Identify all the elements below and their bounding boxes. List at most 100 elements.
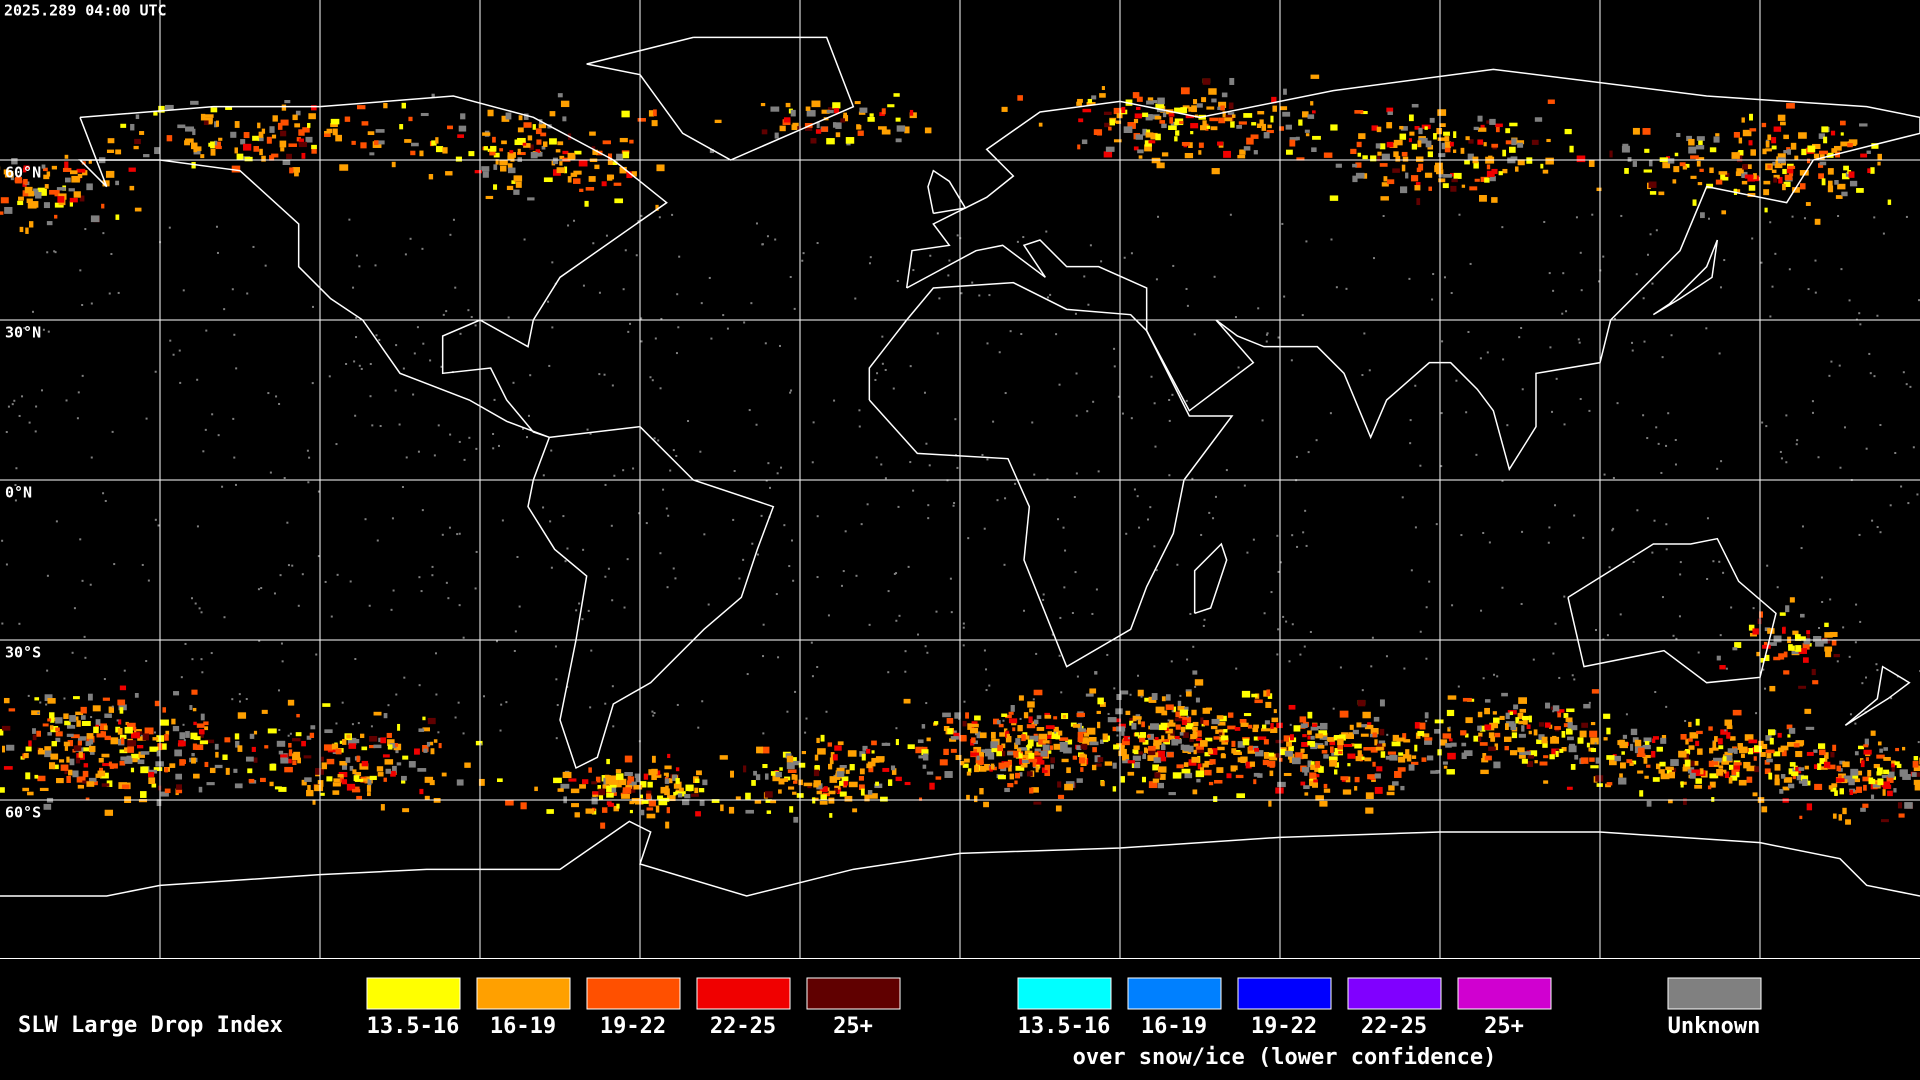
- cloud-pixel: [848, 781, 858, 788]
- cloud-pixel: [1200, 767, 1204, 774]
- cloud-pixel: [1502, 358, 1505, 361]
- cloud-pixel: [1771, 137, 1777, 144]
- cloud-pixel: [1343, 743, 1353, 748]
- cloud-pixel: [54, 190, 60, 197]
- cloud-pixel: [1467, 331, 1470, 334]
- cloud-pixel: [1152, 778, 1160, 783]
- cloud-pixel: [1452, 149, 1457, 153]
- cloud-pixel: [77, 740, 82, 746]
- cloud-pixel: [76, 720, 81, 727]
- cloud-pixel: [253, 757, 258, 763]
- cloud-pixel: [1719, 634, 1722, 637]
- cloud-pixel: [475, 740, 483, 746]
- cloud-pixel: [185, 126, 195, 132]
- cloud-pixel: [18, 414, 21, 417]
- cloud-pixel: [1378, 740, 1386, 744]
- cloud-pixel: [793, 307, 796, 310]
- cloud-pixel: [1380, 196, 1389, 201]
- cloud-pixel: [1715, 133, 1720, 137]
- cloud-pixel: [1501, 226, 1504, 229]
- cloud-pixel: [1087, 98, 1093, 103]
- cloud-pixel: [1614, 755, 1621, 762]
- cloud-pixel: [708, 276, 711, 279]
- cloud-pixel: [619, 166, 627, 174]
- cloud-pixel: [1461, 184, 1466, 188]
- cloud-pixel: [1418, 163, 1424, 171]
- cloud-pixel: [1723, 259, 1726, 262]
- cloud-pixel: [1774, 252, 1777, 255]
- cloud-pixel: [711, 799, 720, 803]
- cloud-pixel: [22, 167, 27, 173]
- cloud-pixel: [1055, 735, 1061, 740]
- cloud-pixel: [832, 754, 838, 761]
- cloud-pixel: [1843, 165, 1849, 171]
- cloud-pixel: [1291, 757, 1301, 765]
- cloud-pixel: [399, 124, 404, 130]
- cloud-pixel: [732, 518, 735, 521]
- cloud-pixel: [301, 573, 304, 576]
- cloud-pixel: [1161, 696, 1166, 702]
- cloud-pixel: [452, 218, 455, 221]
- cloud-pixel: [839, 791, 847, 797]
- cloud-pixel: [1771, 169, 1777, 173]
- cloud-pixel: [1642, 297, 1645, 300]
- cloud-pixel: [424, 795, 430, 801]
- cloud-pixel: [339, 760, 348, 766]
- cloud-pixel: [1189, 737, 1194, 742]
- cloud-pixel: [1891, 760, 1896, 765]
- cloud-pixel: [1773, 751, 1781, 757]
- cloud-pixel: [1360, 756, 1365, 760]
- cloud-pixel: [1678, 615, 1681, 618]
- cloud-pixel: [973, 740, 978, 745]
- cloud-pixel: [1318, 730, 1328, 736]
- cloud-pixel: [926, 737, 931, 742]
- cloud-pixel: [1115, 120, 1122, 124]
- cloud-pixel: [789, 391, 792, 394]
- cloud-pixel: [1798, 780, 1804, 784]
- cloud-pixel: [134, 207, 142, 212]
- cloud-pixel: [898, 614, 901, 617]
- cloud-pixel: [967, 723, 972, 730]
- cloud-pixel: [1408, 114, 1414, 122]
- cloud-pixel: [1398, 756, 1406, 763]
- cloud-pixel: [346, 734, 351, 739]
- cloud-pixel: [317, 490, 320, 493]
- cloud-pixel: [551, 326, 554, 329]
- cloud-pixel: [1169, 117, 1174, 124]
- cloud-pixel: [1453, 131, 1457, 139]
- cloud-pixel: [1635, 273, 1638, 276]
- cloud-pixel: [1315, 761, 1321, 768]
- cloud-pixel: [1831, 640, 1837, 646]
- cloud-pixel: [1883, 747, 1888, 751]
- cloud-pixel: [926, 771, 934, 775]
- cloud-pixel: [1637, 747, 1645, 755]
- cloud-pixel: [673, 791, 677, 796]
- cloud-pixel: [390, 770, 396, 777]
- cloud-pixel: [1514, 166, 1519, 172]
- cloud-pixel: [1738, 779, 1747, 786]
- cloud-pixel: [153, 731, 156, 734]
- cloud-pixel: [369, 395, 372, 398]
- cloud-pixel: [665, 821, 670, 829]
- cloud-pixel: [922, 764, 927, 769]
- legend-swatch: [476, 977, 571, 1010]
- cloud-pixel: [904, 126, 910, 134]
- cloud-pixel: [678, 255, 681, 258]
- cloud-pixel: [876, 756, 885, 762]
- cloud-pixel: [33, 190, 39, 196]
- cloud-pixel: [1153, 757, 1162, 763]
- cloud-pixel: [223, 308, 226, 311]
- cloud-pixel: [81, 579, 84, 582]
- cloud-pixel: [541, 145, 546, 150]
- cloud-pixel: [37, 187, 45, 192]
- cloud-pixel: [979, 732, 987, 739]
- cloud-pixel: [203, 120, 209, 126]
- cloud-pixel: [1478, 736, 1482, 742]
- cloud-pixel: [1818, 163, 1824, 168]
- cloud-pixel: [1310, 726, 1319, 731]
- cloud-pixel: [46, 171, 51, 177]
- cloud-pixel: [987, 752, 995, 760]
- cloud-pixel: [1064, 783, 1074, 791]
- cloud-pixel: [820, 734, 825, 742]
- cloud-pixel: [1631, 341, 1634, 344]
